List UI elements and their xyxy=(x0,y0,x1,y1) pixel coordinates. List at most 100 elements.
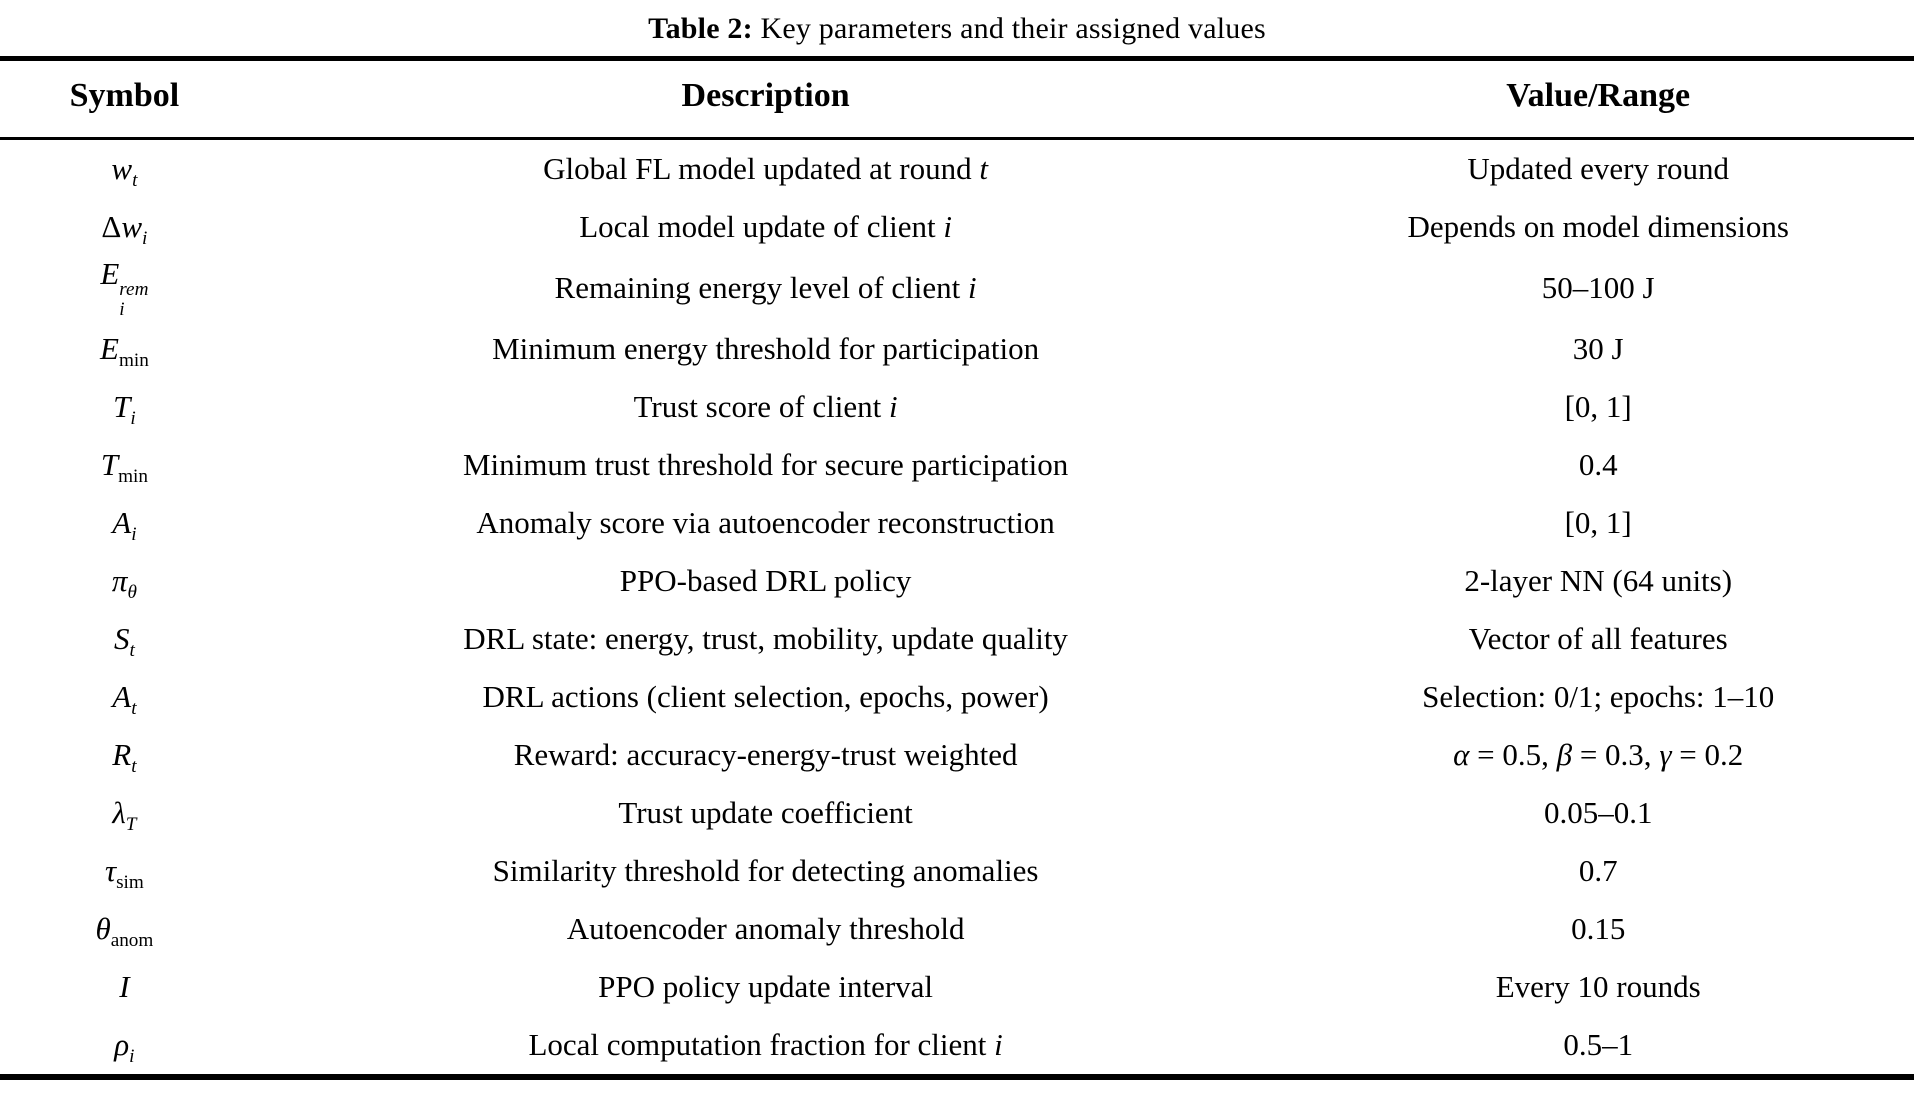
text-segment: 0.4 xyxy=(1578,446,1618,482)
value-cell: Every 10 rounds xyxy=(1282,958,1914,1016)
table-body: wt Global FL model updated at round t Upda… xyxy=(0,139,1914,1077)
table-row: πθ PPO-based DRL policy 2-layer NN (64 uni… xyxy=(0,552,1914,610)
table-caption-label: Table 2: xyxy=(648,12,753,45)
text-segment: Every 10 rounds xyxy=(1495,968,1701,1004)
text-segment: Reward: accuracy-energy-trust weighted xyxy=(513,736,1018,772)
text-segment: w xyxy=(111,151,133,186)
text-segment: min xyxy=(118,350,149,372)
symbol-cell: wt xyxy=(0,139,249,199)
value-cell: [0, 1] xyxy=(1282,494,1914,552)
text-segment: = 0.2 xyxy=(1671,736,1744,772)
description-cell: Local computation fraction for client i xyxy=(249,1016,1283,1077)
text-segment: T xyxy=(125,814,137,836)
table-row: Rt Reward: accuracy-energy-trust weighted… xyxy=(0,726,1914,784)
text-segment: i xyxy=(968,269,977,305)
table-row: λT Trust update coefficient 0.05–0.1 xyxy=(0,784,1914,842)
text-segment: 0.7 xyxy=(1578,852,1618,888)
text-segment: λ xyxy=(112,794,126,830)
subscript: min xyxy=(119,350,149,371)
text-segment: θ xyxy=(127,582,137,604)
symbol-cell: At xyxy=(0,668,249,726)
text-segment: A xyxy=(112,678,132,714)
text-segment: t xyxy=(131,756,137,778)
text-segment: 0.05–0.1 xyxy=(1543,794,1653,830)
text-segment: S xyxy=(113,620,130,656)
table-row: Ai Anomaly score via autoencoder reconstr… xyxy=(0,494,1914,552)
value-cell: 0.7 xyxy=(1282,842,1914,900)
symbol-cell: Emin xyxy=(0,320,249,378)
description-cell: Global FL model updated at round t xyxy=(249,139,1283,199)
subscript: i xyxy=(119,299,124,320)
text-segment: ρ xyxy=(114,1026,130,1062)
text-segment: Remaining energy level of client xyxy=(554,269,969,305)
value-cell: Depends on model dimensions xyxy=(1282,198,1914,256)
value-cell: α = 0.5, β = 0.3, γ = 0.2 xyxy=(1282,726,1914,784)
text-segment: w xyxy=(121,209,143,244)
script-letter: A xyxy=(112,504,132,540)
text-segment: = 0.5, xyxy=(1469,736,1557,772)
subscript: t xyxy=(131,756,136,777)
text-segment: E xyxy=(100,330,119,366)
column-header-symbol: Symbol xyxy=(0,58,249,140)
table-row: Emin Minimum energy threshold for partici… xyxy=(0,320,1914,378)
text-segment: θ xyxy=(95,910,111,946)
table-row: I PPO policy update interval Every 10 roun… xyxy=(0,958,1914,1016)
value-cell: [0, 1] xyxy=(1282,378,1914,436)
column-header-value-range: Value/Range xyxy=(1282,58,1914,140)
text-segment: Local model update of client xyxy=(579,209,944,244)
text-segment: Autoencoder anomaly threshold xyxy=(566,910,965,946)
value-cell: 0.5–1 xyxy=(1282,1016,1914,1077)
text-segment: i xyxy=(129,1046,135,1068)
description-cell: Remaining energy level of client i xyxy=(249,256,1283,320)
description-cell: Minimum energy threshold for participati… xyxy=(249,320,1283,378)
value-cell: Updated every round xyxy=(1282,139,1914,199)
value-cell: 30 J xyxy=(1282,320,1914,378)
text-segment: [0, 1] xyxy=(1564,504,1632,540)
text-segment: α xyxy=(1453,736,1470,772)
symbol-cell: Ai xyxy=(0,494,249,552)
subscript: sim xyxy=(116,872,144,893)
description-cell: DRL actions (client selection, epochs, p… xyxy=(249,668,1283,726)
symbol-cell: ρi xyxy=(0,1016,249,1077)
symbol-cell: Rt xyxy=(0,726,249,784)
value-cell: 0.05–0.1 xyxy=(1282,784,1914,842)
text-segment: T xyxy=(100,446,119,482)
text-segment: = 0.3, xyxy=(1572,736,1660,772)
table-row: θanom Autoencoder anomaly threshold 0.15 xyxy=(0,900,1914,958)
superscript: rem xyxy=(119,279,148,300)
subscript: anom xyxy=(111,930,154,951)
text-segment: i xyxy=(130,408,136,430)
text-segment: Updated every round xyxy=(1467,151,1730,186)
text-segment: Depends on model dimensions xyxy=(1407,209,1789,244)
table-row: ρi Local computation fraction for client … xyxy=(0,1016,1914,1077)
text-segment: t xyxy=(131,698,137,720)
text-segment: anom xyxy=(110,930,154,952)
symbol-cell: St xyxy=(0,610,249,668)
text-segment: Trust score of client xyxy=(633,388,889,424)
text-segment: sim xyxy=(116,872,144,894)
text-segment: t xyxy=(979,151,989,186)
value-cell: 2-layer NN (64 units) xyxy=(1282,552,1914,610)
superscript-subscript: rem i xyxy=(119,279,148,320)
text-segment: 50–100 J xyxy=(1541,269,1655,305)
symbol-cell: Tmin xyxy=(0,436,249,494)
table-header: Symbol Description Value/Range xyxy=(0,58,1914,140)
text-segment: t xyxy=(129,640,135,662)
text-segment: E xyxy=(100,256,120,291)
text-segment: 0.5–1 xyxy=(1563,1026,1634,1062)
value-cell: 0.4 xyxy=(1282,436,1914,494)
description-cell: Local model update of client i xyxy=(249,198,1283,256)
value-cell: 0.15 xyxy=(1282,900,1914,958)
text-segment: T xyxy=(113,388,131,424)
text-segment: Selection: 0/1; epochs: 1–10 xyxy=(1422,678,1775,714)
description-cell: DRL state: energy, trust, mobility, upda… xyxy=(249,610,1283,668)
text-segment: I xyxy=(119,968,130,1004)
subscript: T xyxy=(126,814,137,835)
table-row: At DRL actions (client selection, epochs,… xyxy=(0,668,1914,726)
table-row: Ti Trust score of client i [0, 1] xyxy=(0,378,1914,436)
text-segment: τ xyxy=(104,852,117,888)
text-segment: Anomaly score via autoencoder reconstruc… xyxy=(476,504,1055,540)
subscript: i xyxy=(129,1046,134,1067)
